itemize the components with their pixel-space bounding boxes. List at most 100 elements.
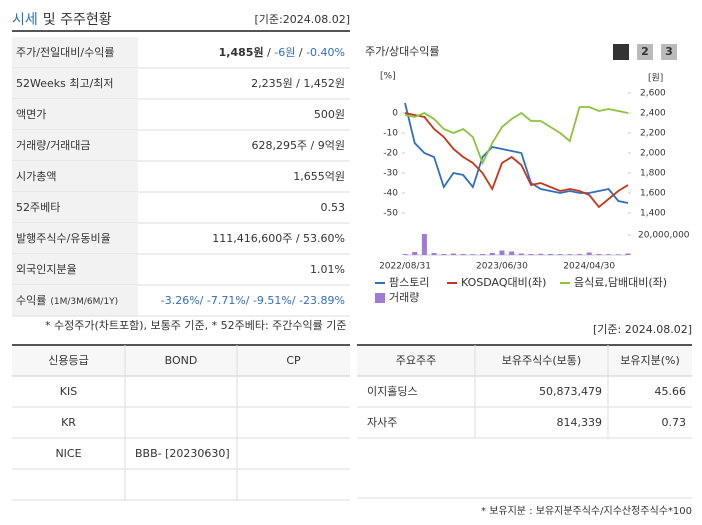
volume-bar xyxy=(615,254,621,255)
cell: 0.73 xyxy=(662,416,687,429)
tab-label: 3 xyxy=(665,45,673,58)
y2-tick-label: 2,400 xyxy=(640,109,666,119)
header-row xyxy=(357,346,692,376)
volume-bar xyxy=(528,254,534,255)
label-cell xyxy=(12,68,138,99)
footnote: * 보유지분 : 보유지분주식수/지수산정주식수*100 xyxy=(481,505,692,517)
volume-bar xyxy=(499,250,505,255)
header-row xyxy=(12,346,350,376)
value-part: 111,416,600주 / 53.60% xyxy=(212,232,345,245)
label-cell xyxy=(12,99,138,130)
header-cell: CP xyxy=(286,354,301,367)
volume-bar xyxy=(586,252,592,255)
label-part: 외국인지분율 xyxy=(16,263,77,276)
cell: 이지홀딩스 xyxy=(367,385,418,398)
label-part: 52Weeks 최고/최저 xyxy=(16,77,114,90)
header-cell: 주요주주 xyxy=(396,354,436,367)
tab[interactable] xyxy=(637,44,653,60)
value-part: 0.53 xyxy=(321,201,346,214)
label-cell xyxy=(12,37,138,68)
volume-bar xyxy=(509,251,515,255)
cell: NICE xyxy=(55,447,81,460)
date: [기준:2024.08.02] xyxy=(254,13,350,26)
y-tick-label: -10 xyxy=(383,129,398,139)
y-tick-label: -30 xyxy=(383,169,398,179)
row-value: 628,295주 / 9억원 xyxy=(251,139,345,152)
value-part: 1,655억원 xyxy=(293,170,345,183)
legend-label: 팜스토리 xyxy=(389,276,429,289)
label-part: 액면가 xyxy=(16,108,46,121)
row-value: 1,655억원 xyxy=(293,170,345,183)
label-cell xyxy=(12,254,138,285)
y-tick-label: -40 xyxy=(383,189,398,199)
y2-tick-label: 1,400 xyxy=(640,209,666,219)
label-cell xyxy=(12,223,138,254)
header-cell: 보유주식수(보통) xyxy=(502,354,581,367)
y2-tick-label: 2,600 xyxy=(640,89,666,99)
row-label: 시가총액 xyxy=(16,170,56,183)
x-tick-label: 2023/06/30 xyxy=(476,262,528,272)
row-label: 외국인지분율 xyxy=(16,263,77,276)
volume-bar xyxy=(577,254,583,255)
row-label: 주가/전일대비/수익률 xyxy=(16,45,115,59)
cell: KR xyxy=(61,416,76,429)
volume-bar xyxy=(489,253,495,255)
value-part: -0.40% xyxy=(306,46,345,59)
header-cell: 신용등급 xyxy=(48,354,88,367)
axis-unit: [%] xyxy=(380,72,396,82)
value-part: 1.01% xyxy=(310,263,345,276)
axis-unit: [원] xyxy=(648,73,663,84)
volume-bar xyxy=(547,254,553,255)
volume-tick-label: 20,000,000 xyxy=(638,231,690,241)
row-value: 0.53 xyxy=(321,201,346,214)
value-part: -3.26%/ -7.71%/ -9.51%/ -23.89% xyxy=(161,294,345,307)
legend-label: 음식료,담배대비(좌) xyxy=(574,276,667,289)
y-tick-label: -20 xyxy=(383,149,398,159)
tab[interactable] xyxy=(661,44,677,60)
cell: 자사주 xyxy=(367,416,397,429)
tab-label: 2 xyxy=(641,45,649,58)
y-tick-label: -50 xyxy=(383,209,398,219)
x-tick-label: 2024/04/30 xyxy=(563,262,615,272)
label-part: 주가/전일대비/수익률 xyxy=(16,45,115,59)
row-value: 500원 xyxy=(314,108,345,121)
volume-bar xyxy=(518,253,524,255)
legend-label: KOSDAQ대비(좌) xyxy=(461,276,546,289)
row-value: -3.26%/ -7.71%/ -9.51%/ -23.89% xyxy=(161,294,345,307)
y2-tick-label: 2,000 xyxy=(640,149,666,159)
volume-bar xyxy=(450,253,456,255)
row-value: 2,235원 / 1,452원 xyxy=(251,77,345,90)
tab[interactable] xyxy=(613,44,629,60)
row-label: 수익률 (1M/3M/6M/1Y) xyxy=(16,294,118,307)
label-part: 발행주식수/유동비율 xyxy=(16,232,111,245)
cell: 45.66 xyxy=(655,385,687,398)
title-part: 및 주주현황 xyxy=(43,12,112,28)
header-cell: BOND xyxy=(165,354,198,367)
row-label: 액면가 xyxy=(16,108,46,121)
chart-title: 주가/상대수익률 xyxy=(365,45,440,58)
value-part: / xyxy=(264,46,275,59)
cell: 50,873,479 xyxy=(539,385,602,398)
label-cell xyxy=(12,161,138,192)
cell: KIS xyxy=(60,385,77,398)
row-value: 1,485원 / -6원 / -0.40% xyxy=(219,45,345,59)
header-cell: 보유지분(%) xyxy=(620,354,680,367)
volume-bar xyxy=(431,253,437,255)
value-part: 500원 xyxy=(314,108,345,121)
volume-bar xyxy=(441,254,447,255)
series-line xyxy=(404,112,629,209)
volume-bar xyxy=(538,253,544,255)
row-label: 거래량/거래대금 xyxy=(16,139,91,152)
volume-bar xyxy=(412,252,418,255)
volume-bar xyxy=(567,254,573,255)
series-line xyxy=(404,106,629,166)
label-part: 수익률 xyxy=(16,294,46,307)
label-part: 52주베타 xyxy=(16,201,60,214)
x-tick-label: 2022/08/31 xyxy=(379,262,431,272)
y-tick-label: 0 xyxy=(392,109,398,119)
volume-bar xyxy=(460,254,466,255)
volume-bar xyxy=(402,254,408,255)
note: * 수정주가(차트포함), 보통주 기준, * 52주베타: 주간수익률 기준 xyxy=(45,319,347,332)
legend-label: 거래량 xyxy=(389,291,419,304)
